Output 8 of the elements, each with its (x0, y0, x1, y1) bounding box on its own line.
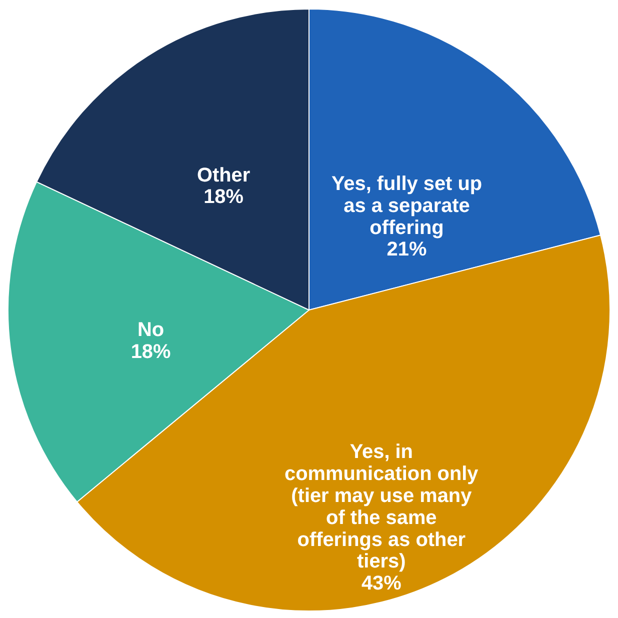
data-label: 43% (361, 572, 402, 595)
data-label: 18% (204, 186, 244, 208)
data-label: 21% (386, 238, 427, 261)
slice-label: No (137, 318, 164, 341)
slice-label: Other (196, 164, 250, 186)
data-label: 18% (130, 340, 171, 363)
slice-label: Yes, fully set up as a separate offering (331, 172, 482, 239)
slice-label: Yes, in communication only (tier may use many of the same offerings as other tiers) (284, 441, 478, 573)
